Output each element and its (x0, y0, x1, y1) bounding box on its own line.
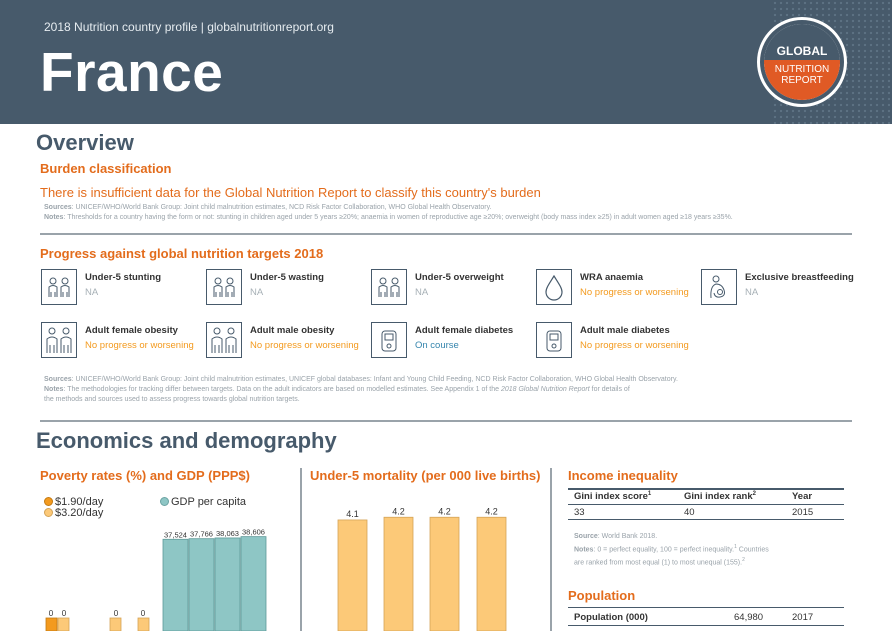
gini-score: 33 (574, 507, 585, 518)
target-name: Adult male diabetes (580, 325, 670, 336)
target-adult-male-diabetes: Adult male diabetes No progress or worsen… (536, 322, 701, 362)
target-adult-female-obesity: Adult female obesity No progress or worse… (41, 322, 206, 362)
legend-gdp: GDP per capita (160, 496, 246, 508)
table-rule (568, 607, 844, 608)
population-heading: Population (568, 588, 636, 603)
adults-icon (206, 322, 242, 358)
legend-320: $3.20/day (44, 507, 103, 519)
target-wra-anaemia: WRA anaemia No progress or worsening (536, 269, 701, 309)
blood-drop-icon (536, 269, 572, 305)
mortality-label: 4.2 (438, 506, 451, 516)
overview-sources: Sources: UNICEF/WHO/World Bank Group: Jo… (44, 204, 733, 221)
gini-rank-header: Gini index rank2 (684, 491, 756, 503)
gdp-label: 37,524 (164, 530, 187, 539)
mortality-label: 4.2 (392, 506, 405, 516)
target-name: Under-5 wasting (250, 272, 324, 283)
column-divider (550, 468, 552, 631)
mortality-bar (337, 519, 368, 631)
poverty-320-bar (137, 617, 150, 631)
header-banner: 2018 Nutrition country profile | globaln… (0, 0, 892, 124)
poverty-heading: Poverty rates (%) and GDP (PPP$) (40, 468, 250, 483)
table-rule (568, 504, 844, 505)
gini-year: 2015 (792, 507, 814, 518)
target-status: No progress or worsening (580, 287, 689, 298)
target-status: NA (415, 287, 429, 298)
children-icon (41, 269, 77, 305)
glucose-meter-icon (371, 322, 407, 358)
target-status: On course (415, 340, 459, 351)
target-name: Adult female diabetes (415, 325, 514, 336)
target-status: NA (85, 287, 99, 298)
column-divider (300, 468, 302, 631)
poverty-320-bar (57, 617, 70, 631)
target-name: Under-5 overweight (415, 272, 504, 283)
population-year: 2017 (792, 612, 814, 623)
income-heading: Income inequality (568, 468, 678, 483)
divider (40, 233, 852, 235)
burden-heading: Burden classification (40, 161, 172, 176)
table-rule (568, 625, 844, 626)
mortality-label: 4.1 (346, 509, 359, 519)
mortality-bar (476, 516, 507, 631)
table-top-rule (568, 488, 844, 490)
poverty-label: 0 (141, 609, 146, 618)
divider (40, 420, 852, 422)
progress-sources: Sources: UNICEF/WHO/World Bank Group: Jo… (44, 376, 678, 403)
poverty-label: 0 (49, 609, 54, 618)
gdp-bar (188, 538, 215, 631)
mortality-bar (383, 516, 414, 631)
target-adult-female-diabetes: Adult female diabetes On course (371, 322, 536, 362)
overview-title: Overview (36, 130, 134, 155)
gdp-label: 37,766 (190, 530, 213, 539)
breastfeeding-icon (701, 269, 737, 305)
target-name: Exclusive breastfeeding (745, 272, 854, 283)
target-status: NA (745, 287, 759, 298)
target-name: Under-5 stunting (85, 272, 161, 283)
progress-heading: Progress against global nutrition target… (40, 246, 324, 261)
poverty-gdp-chart: 0 0 0 037,524 37,766 38,063 38,606 (45, 528, 267, 631)
target-adult-male-obesity: Adult male obesity No progress or worseni… (206, 322, 371, 362)
target-name: Adult female obesity (85, 325, 178, 336)
poverty-320-bar (109, 617, 122, 631)
poverty-label: 0 (62, 609, 67, 618)
target-exclusive-breastfeeding: Exclusive breastfeeding NA (701, 269, 866, 309)
mortality-bar (429, 516, 460, 631)
target-status: No progress or worsening (580, 340, 689, 351)
gdp-label: 38,063 (216, 529, 239, 538)
country-title: France (40, 41, 224, 103)
poverty-190-bar (45, 617, 58, 631)
glucose-meter-icon (536, 322, 572, 358)
gdp-bar (162, 538, 189, 631)
gdp-label: 38,606 (242, 528, 265, 537)
adults-icon (41, 322, 77, 358)
gnr-logo: GLOBAL NUTRITION REPORT (757, 17, 847, 107)
target-under-5-overweight: Under-5 overweight NA (371, 269, 536, 309)
target-status: No progress or worsening (250, 340, 359, 351)
target-under-5-stunting: Under-5 stunting NA (41, 269, 206, 309)
children-icon (206, 269, 242, 305)
children-icon (371, 269, 407, 305)
target-status: NA (250, 287, 264, 298)
gdp-bar (214, 537, 241, 631)
poverty-label: 0 (114, 609, 119, 618)
economics-title: Economics and demography (36, 428, 337, 453)
year-header: Year (792, 491, 813, 502)
mortality-label: 4.2 (485, 506, 498, 516)
target-name: Adult male obesity (250, 325, 335, 336)
target-under-5-wasting: Under-5 wasting NA (206, 269, 371, 309)
population-value: 64,980 (734, 612, 764, 623)
mortality-chart: 4.1 4.2 4.2 4.2 (337, 506, 507, 631)
gini-rank: 40 (684, 507, 695, 518)
gini-score-header: Gini index score1 (574, 491, 652, 503)
legend-190: $1.90/day (44, 496, 103, 508)
table-rule (568, 519, 844, 520)
target-name: WRA anaemia (580, 272, 643, 283)
profile-line: 2018 Nutrition country profile | globaln… (44, 20, 334, 34)
income-sources: Source: World Bank 2018. Notes: 0 = perf… (574, 533, 769, 567)
target-status: No progress or worsening (85, 340, 194, 351)
burden-text: There is insufficient data for the Globa… (40, 185, 541, 200)
gdp-bar (240, 536, 267, 631)
mortality-heading: Under-5 mortality (per 000 live births) (310, 468, 541, 483)
population-label: Population (000) (574, 612, 648, 623)
